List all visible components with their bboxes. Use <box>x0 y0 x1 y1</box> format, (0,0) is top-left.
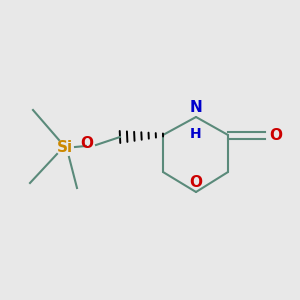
Text: O: O <box>80 136 93 152</box>
Text: Si: Si <box>57 140 73 155</box>
Text: H: H <box>190 127 202 141</box>
Text: N: N <box>190 100 202 115</box>
Text: O: O <box>190 175 202 190</box>
Text: O: O <box>269 128 282 142</box>
